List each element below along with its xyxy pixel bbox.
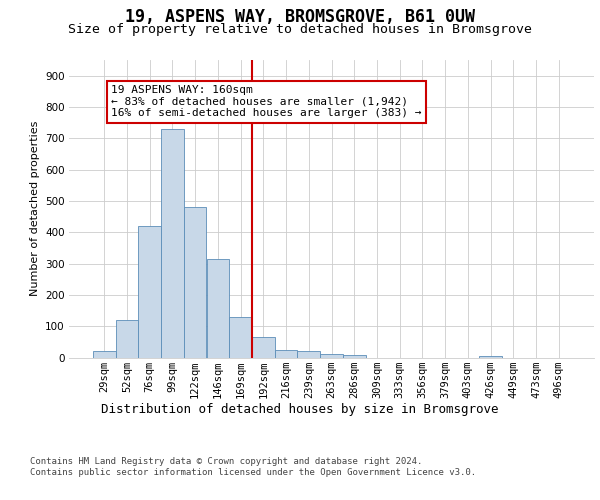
Bar: [116, 320, 139, 358]
Bar: [184, 207, 206, 358]
Bar: [320, 354, 343, 358]
Bar: [206, 259, 229, 358]
Bar: [343, 355, 365, 358]
Bar: [139, 226, 161, 358]
Text: Distribution of detached houses by size in Bromsgrove: Distribution of detached houses by size …: [101, 402, 499, 415]
Y-axis label: Number of detached properties: Number of detached properties: [29, 121, 40, 296]
Text: Contains HM Land Registry data © Crown copyright and database right 2024.
Contai: Contains HM Land Registry data © Crown c…: [30, 458, 476, 477]
Bar: [161, 129, 184, 358]
Bar: [93, 351, 116, 358]
Text: 19 ASPENS WAY: 160sqm
← 83% of detached houses are smaller (1,942)
16% of semi-d: 19 ASPENS WAY: 160sqm ← 83% of detached …: [111, 85, 422, 118]
Bar: [298, 351, 320, 358]
Text: 19, ASPENS WAY, BROMSGROVE, B61 0UW: 19, ASPENS WAY, BROMSGROVE, B61 0UW: [125, 8, 475, 26]
Text: Size of property relative to detached houses in Bromsgrove: Size of property relative to detached ho…: [68, 22, 532, 36]
Bar: [275, 350, 298, 358]
Bar: [229, 317, 252, 358]
Bar: [252, 337, 275, 357]
Bar: [479, 356, 502, 358]
